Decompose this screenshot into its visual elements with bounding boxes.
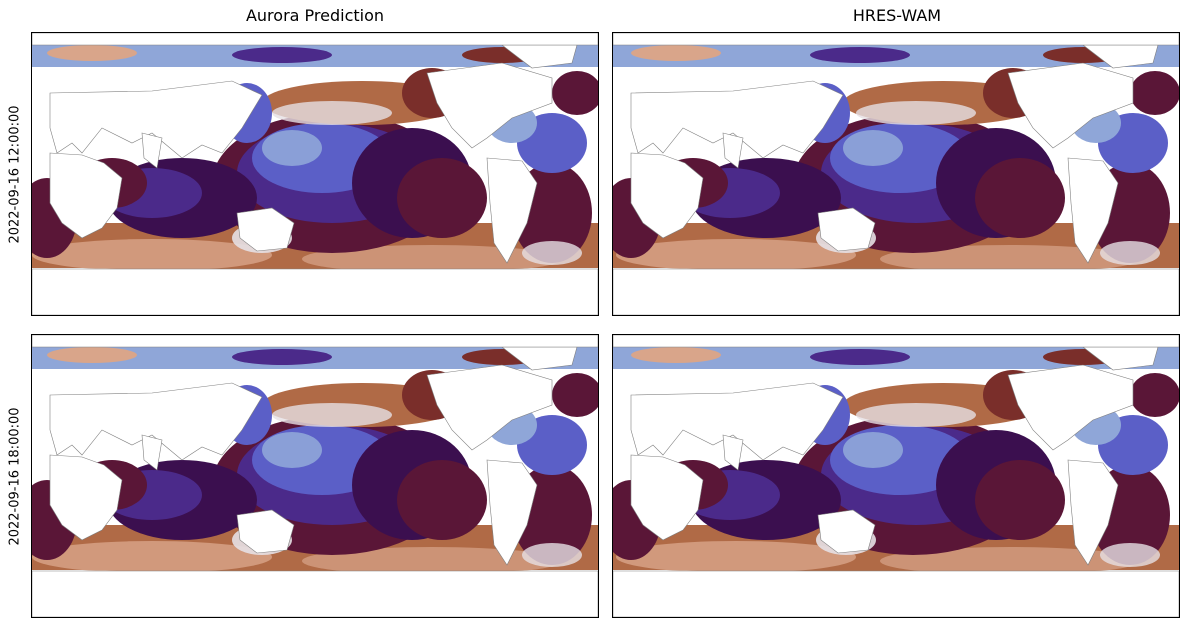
map-panel-hres-1200 bbox=[612, 32, 1180, 316]
row-label-1800: 2022-09-16 18:00:00 bbox=[0, 334, 30, 618]
row-label-1200-text: 2022-09-16 12:00:00 bbox=[7, 104, 23, 244]
wave-direction-map bbox=[613, 335, 1179, 617]
column-title-hres-wam: HRES-WAM bbox=[852, 6, 942, 25]
wave-direction-map bbox=[613, 33, 1179, 315]
row-label-1200: 2022-09-16 12:00:00 bbox=[0, 32, 30, 316]
map-panel-aurora-1800 bbox=[31, 334, 599, 618]
map-panel-hres-1800 bbox=[612, 334, 1180, 618]
row-label-1800-text: 2022-09-16 18:00:00 bbox=[7, 406, 23, 546]
map-panel-aurora-1200 bbox=[31, 32, 599, 316]
wave-direction-map bbox=[32, 33, 598, 315]
wave-direction-map bbox=[32, 335, 598, 617]
column-title-aurora-prediction: Aurora Prediction bbox=[245, 6, 385, 25]
